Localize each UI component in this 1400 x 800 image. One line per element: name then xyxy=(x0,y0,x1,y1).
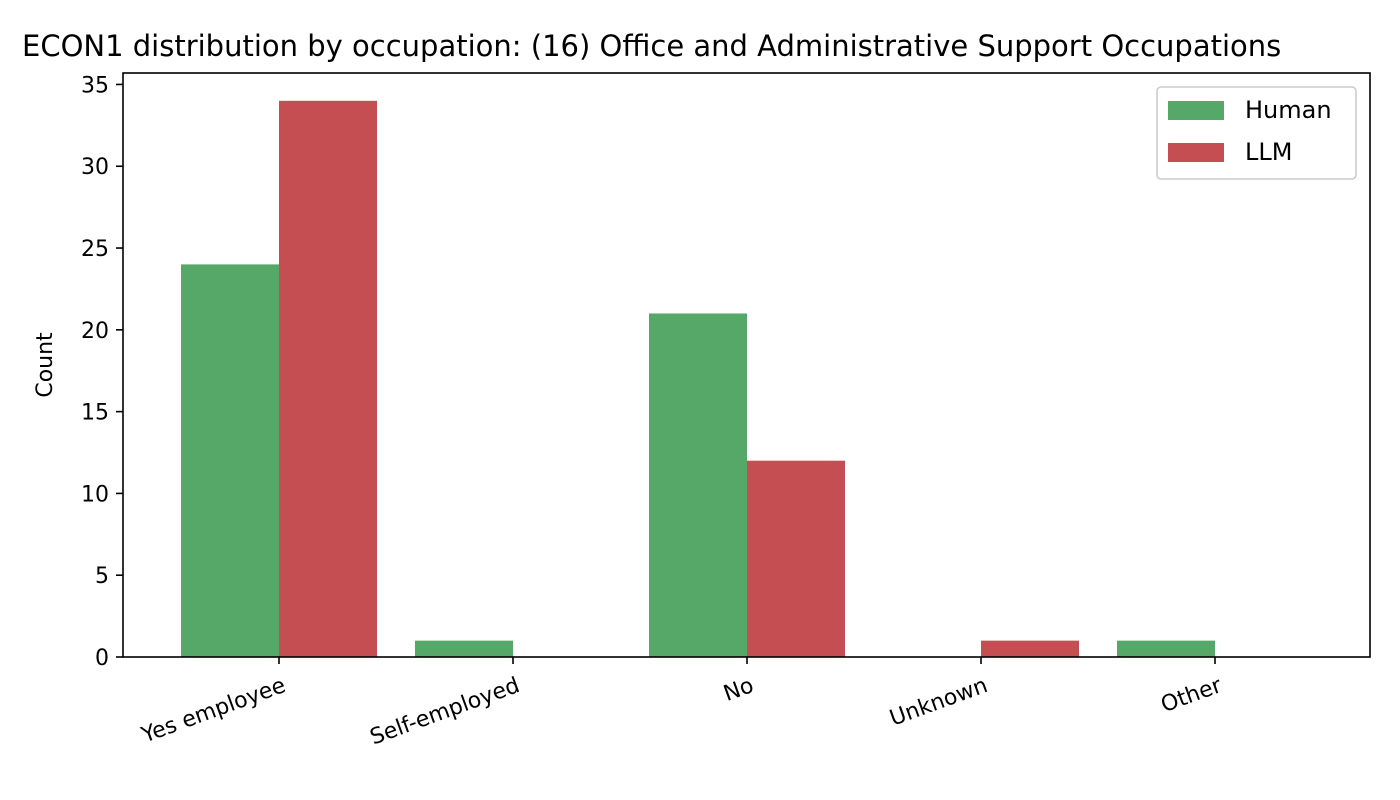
x-tick-label: Yes employee xyxy=(138,673,289,749)
legend-label-human: Human xyxy=(1245,96,1332,124)
x-tick-label: Self-employed xyxy=(367,673,523,750)
y-tick-label: 20 xyxy=(81,319,109,344)
bar-llm-yes-employee xyxy=(279,100,377,658)
legend-swatch-llm xyxy=(1168,143,1224,162)
y-tick-label: 30 xyxy=(81,155,109,180)
y-axis-label: Count xyxy=(33,332,58,398)
y-tick-label: 0 xyxy=(95,646,109,671)
bar-human-self-employed xyxy=(415,640,513,657)
y-axis: 0 5 10 15 20 25 30 35 xyxy=(81,73,123,671)
bar-llm-unknown xyxy=(981,640,1079,657)
bar-human-no xyxy=(649,313,747,657)
x-tick-label: Other xyxy=(1158,673,1226,718)
y-tick-label: 35 xyxy=(81,73,109,98)
x-axis: Yes employee Self-employed No Unknown Other xyxy=(138,657,1226,750)
legend-label-llm: LLM xyxy=(1245,138,1292,166)
x-tick-label: Unknown xyxy=(887,673,992,731)
legend-swatch-human xyxy=(1168,101,1224,120)
x-tick-label: No xyxy=(720,673,757,707)
bar-human-yes-employee xyxy=(181,264,279,657)
plot-frame xyxy=(122,72,1371,658)
bar-llm-no xyxy=(747,460,845,657)
bars-group xyxy=(181,100,1215,658)
legend: Human LLM xyxy=(1156,86,1357,180)
y-tick-label: 10 xyxy=(81,482,109,507)
y-tick-label: 5 xyxy=(95,564,109,589)
y-tick-label: 25 xyxy=(81,237,109,262)
bar-human-other xyxy=(1117,640,1215,657)
y-tick-label: 15 xyxy=(81,401,109,426)
chart-title: ECON1 distribution by occupation: (16) O… xyxy=(22,29,1281,63)
